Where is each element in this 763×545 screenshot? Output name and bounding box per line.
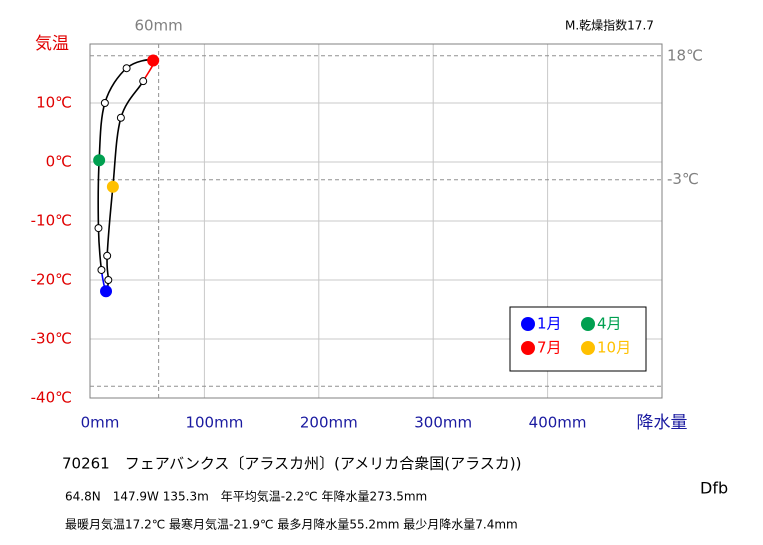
legend-marker (581, 341, 595, 355)
legend-label: 1月 (537, 315, 562, 333)
reference-label: 18℃ (667, 46, 703, 64)
y-axis-label: 気温 (35, 34, 69, 54)
info-line: 最暖月気温17.2℃ 最寒月気温-21.9℃ 最多月降水量55.2mm 最少月降… (65, 517, 518, 532)
legend-label: 7月 (537, 339, 562, 357)
month-point (97, 265, 106, 274)
y-tick-label: 0℃ (46, 153, 72, 171)
month-point (122, 64, 131, 73)
month-point (147, 54, 160, 67)
legend-box (509, 306, 647, 372)
x-tick-label: 0mm (81, 414, 120, 432)
legend-marker (581, 317, 595, 331)
reference-label: -3℃ (667, 170, 699, 188)
station-name: 70261 フェアバンクス〔アラスカ州〕(アメリカ合衆国(アラスカ)) (62, 455, 521, 473)
climate-class: Dfb (700, 479, 728, 498)
y-tick-label: -30℃ (31, 330, 72, 348)
legend-label: 10月 (597, 339, 631, 357)
y-tick-label: -20℃ (31, 271, 72, 289)
loop-segment (106, 186, 114, 256)
loop-segment (97, 160, 100, 229)
legend-marker (521, 317, 535, 331)
month-point (100, 99, 109, 107)
y-tick-label: 10℃ (36, 94, 72, 112)
plot-border (89, 43, 663, 399)
month-point (103, 251, 112, 260)
x-tick-label: 400mm (529, 414, 587, 432)
month-point (100, 285, 113, 298)
y-tick-label: -40℃ (31, 389, 72, 407)
y-tick-label: -10℃ (31, 212, 72, 230)
loop-segment (112, 117, 122, 187)
month-point (104, 276, 113, 284)
x-tick-label: 200mm (300, 414, 358, 432)
month-point (93, 154, 106, 167)
month-point (94, 224, 103, 233)
legend-marker (521, 341, 535, 355)
dryness-index: M.乾燥指数17.7 (565, 18, 654, 33)
month-point (139, 77, 148, 86)
x-axis-label: 降水量 (637, 413, 688, 433)
x-tick-label: 100mm (185, 414, 243, 432)
reference-label: 60mm (134, 17, 182, 35)
month-point (116, 113, 125, 122)
legend-label: 4月 (597, 315, 622, 333)
month-point (106, 180, 119, 193)
x-tick-label: 300mm (414, 414, 472, 432)
info-line: 64.8N 147.9W 135.3m 年平均気温-2.2℃ 年降水量273.5… (65, 489, 427, 504)
